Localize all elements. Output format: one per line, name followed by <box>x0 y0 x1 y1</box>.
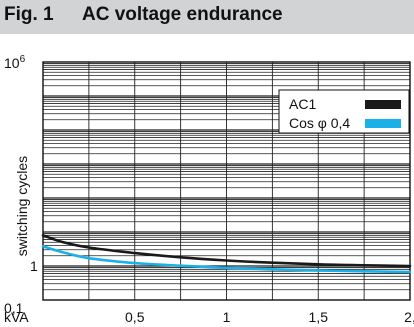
y-tick-label: 1 <box>30 258 38 274</box>
legend-label-2: Cos φ 0,4 <box>289 115 350 131</box>
legend-label-1: AC1 <box>289 96 316 112</box>
x-tick-label: 0,5 <box>125 309 145 325</box>
figure-title: AC voltage endurance <box>82 4 283 25</box>
legend-swatch-2 <box>365 119 401 128</box>
x-tick-label: 1,5 <box>309 309 329 325</box>
figure-label: Fig. 1 <box>4 4 54 25</box>
x-axis-label: kVA <box>4 309 29 325</box>
series-layer <box>41 234 412 274</box>
plot-frame <box>42 61 411 301</box>
y-tick-label: 106 <box>4 54 26 71</box>
y-tick-label: 0,1 <box>4 300 24 316</box>
legend-swatch-1 <box>365 100 401 109</box>
y-axis-label: switching cycles <box>14 156 30 256</box>
legend: AC1 Cos φ 0,4 <box>278 89 410 134</box>
tick-labels: 0,5 1 1,5 2, 106 1 0,1 <box>4 54 414 325</box>
x-tick-label: 2, <box>404 309 414 325</box>
x-tick-label: 1 <box>223 309 231 325</box>
series-line-1 <box>41 234 412 268</box>
series-line-2 <box>41 245 412 274</box>
figure-header: Fig. 1 AC voltage endurance <box>0 0 414 34</box>
